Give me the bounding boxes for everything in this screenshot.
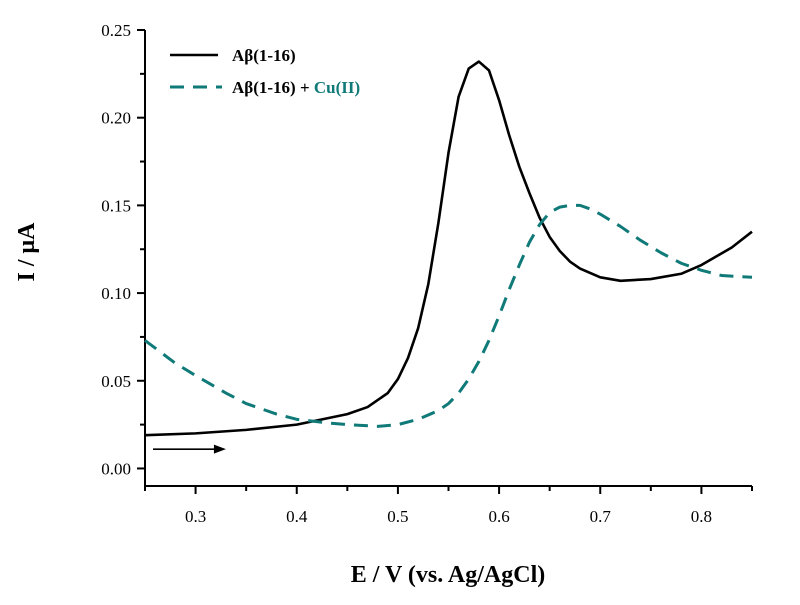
legend-label-2-part-1: Aβ(1-16) + xyxy=(232,78,314,97)
x-tick-label: 0.8 xyxy=(691,507,712,526)
scan-direction-arrow-head xyxy=(213,444,226,454)
series-line-1 xyxy=(144,60,753,437)
y-tick-label: 0.25 xyxy=(101,21,131,40)
x-tick-label: 0.4 xyxy=(286,507,308,526)
y-axis-title: I / μA xyxy=(14,222,40,282)
legend-label-1: Aβ(1-16) xyxy=(232,46,296,65)
x-tick-label: 0.7 xyxy=(590,507,612,526)
legend: Aβ(1-16) Aβ(1-16) + Cu(II) xyxy=(170,46,360,97)
x-tick-label: 0.5 xyxy=(387,507,408,526)
axes: 0.00 0.05 0.10 0.15 0.20 0.25 0.3 0.4 0.5 0.6 0.7 0… xyxy=(101,21,753,526)
x-tick-label: 0.3 xyxy=(185,507,206,526)
y-tick-label: 0.00 xyxy=(101,459,131,478)
annotations xyxy=(153,444,226,454)
series-line-2 xyxy=(144,203,753,428)
legend-label-2: Aβ(1-16) + Cu(II) xyxy=(232,78,360,97)
y-tick-label: 0.05 xyxy=(101,372,131,391)
legend-label-2-part-2: Cu(II) xyxy=(314,78,360,97)
y-tick-label: 0.10 xyxy=(101,284,131,303)
series-layer xyxy=(144,60,753,437)
y-tick-label: 0.15 xyxy=(101,196,131,215)
x-tick-label: 0.6 xyxy=(488,507,509,526)
x-axis-title: E / V (vs. Ag/AgCl) xyxy=(351,562,545,588)
y-tick-label: 0.20 xyxy=(101,109,131,128)
